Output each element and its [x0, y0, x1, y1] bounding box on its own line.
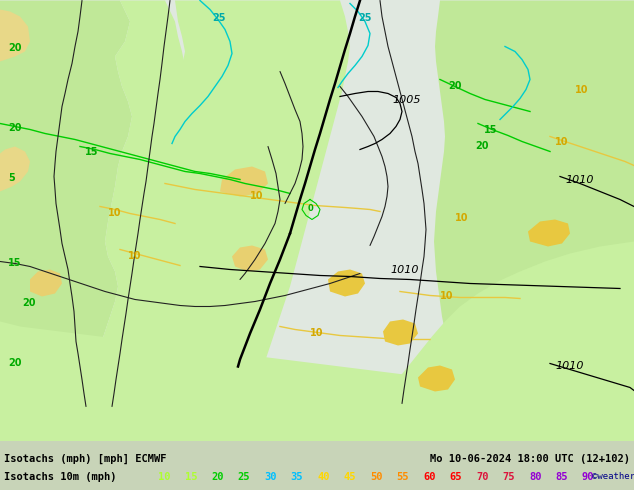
- Polygon shape: [328, 270, 365, 296]
- Text: 10: 10: [310, 328, 323, 339]
- Polygon shape: [320, 242, 634, 441]
- Text: 10: 10: [555, 138, 569, 147]
- Text: Mo 10-06-2024 18:00 UTC (12+102): Mo 10-06-2024 18:00 UTC (12+102): [430, 454, 630, 464]
- Polygon shape: [107, 0, 350, 437]
- Text: ©weatheronline.co.uk: ©weatheronline.co.uk: [592, 472, 634, 481]
- Polygon shape: [220, 167, 268, 196]
- Polygon shape: [0, 0, 132, 437]
- Text: Isotachs 10m (mph): Isotachs 10m (mph): [4, 472, 117, 482]
- Text: 75: 75: [503, 472, 515, 482]
- Text: 10: 10: [440, 292, 453, 301]
- Text: 10: 10: [108, 208, 122, 219]
- Polygon shape: [0, 9, 30, 61]
- Polygon shape: [30, 270, 62, 296]
- Text: 25: 25: [238, 472, 250, 482]
- Text: 20: 20: [8, 44, 22, 53]
- Text: 20: 20: [8, 123, 22, 133]
- Text: 90: 90: [582, 472, 595, 482]
- Text: 10: 10: [250, 192, 264, 201]
- Polygon shape: [232, 245, 268, 271]
- Text: 1010: 1010: [390, 266, 418, 275]
- Text: 20: 20: [211, 472, 224, 482]
- Text: Isotachs (mph) [mph] ECMWF: Isotachs (mph) [mph] ECMWF: [4, 454, 167, 464]
- Text: 70: 70: [476, 472, 489, 482]
- Text: 20: 20: [475, 142, 489, 151]
- Text: 15: 15: [85, 147, 98, 157]
- Text: 65: 65: [450, 472, 462, 482]
- Text: 30: 30: [264, 472, 276, 482]
- Text: 5: 5: [8, 173, 15, 183]
- Text: 50: 50: [370, 472, 382, 482]
- Polygon shape: [383, 319, 418, 345]
- Text: 1005: 1005: [392, 96, 420, 105]
- Text: 80: 80: [529, 472, 541, 482]
- Text: 45: 45: [344, 472, 356, 482]
- Text: 15: 15: [184, 472, 197, 482]
- Text: 10: 10: [575, 85, 588, 96]
- Text: 20: 20: [448, 81, 462, 92]
- Polygon shape: [65, 0, 185, 437]
- Polygon shape: [0, 321, 634, 441]
- Polygon shape: [528, 220, 570, 246]
- Text: 1010: 1010: [555, 362, 583, 371]
- Text: 40: 40: [317, 472, 330, 482]
- Text: 35: 35: [290, 472, 303, 482]
- Text: 15: 15: [484, 125, 498, 136]
- Text: 20: 20: [22, 298, 36, 309]
- Text: 1010: 1010: [565, 175, 593, 186]
- Polygon shape: [0, 147, 30, 192]
- Text: 0: 0: [308, 204, 314, 214]
- Polygon shape: [434, 0, 634, 437]
- Text: 10: 10: [128, 251, 141, 262]
- Text: 85: 85: [555, 472, 568, 482]
- Text: 55: 55: [396, 472, 409, 482]
- Text: 10: 10: [455, 214, 469, 223]
- Text: 25: 25: [212, 14, 226, 24]
- Text: 25: 25: [358, 14, 372, 24]
- Text: 20: 20: [8, 359, 22, 368]
- Text: 15: 15: [8, 259, 22, 269]
- Polygon shape: [418, 366, 455, 392]
- Text: 10: 10: [158, 472, 171, 482]
- Text: 60: 60: [423, 472, 436, 482]
